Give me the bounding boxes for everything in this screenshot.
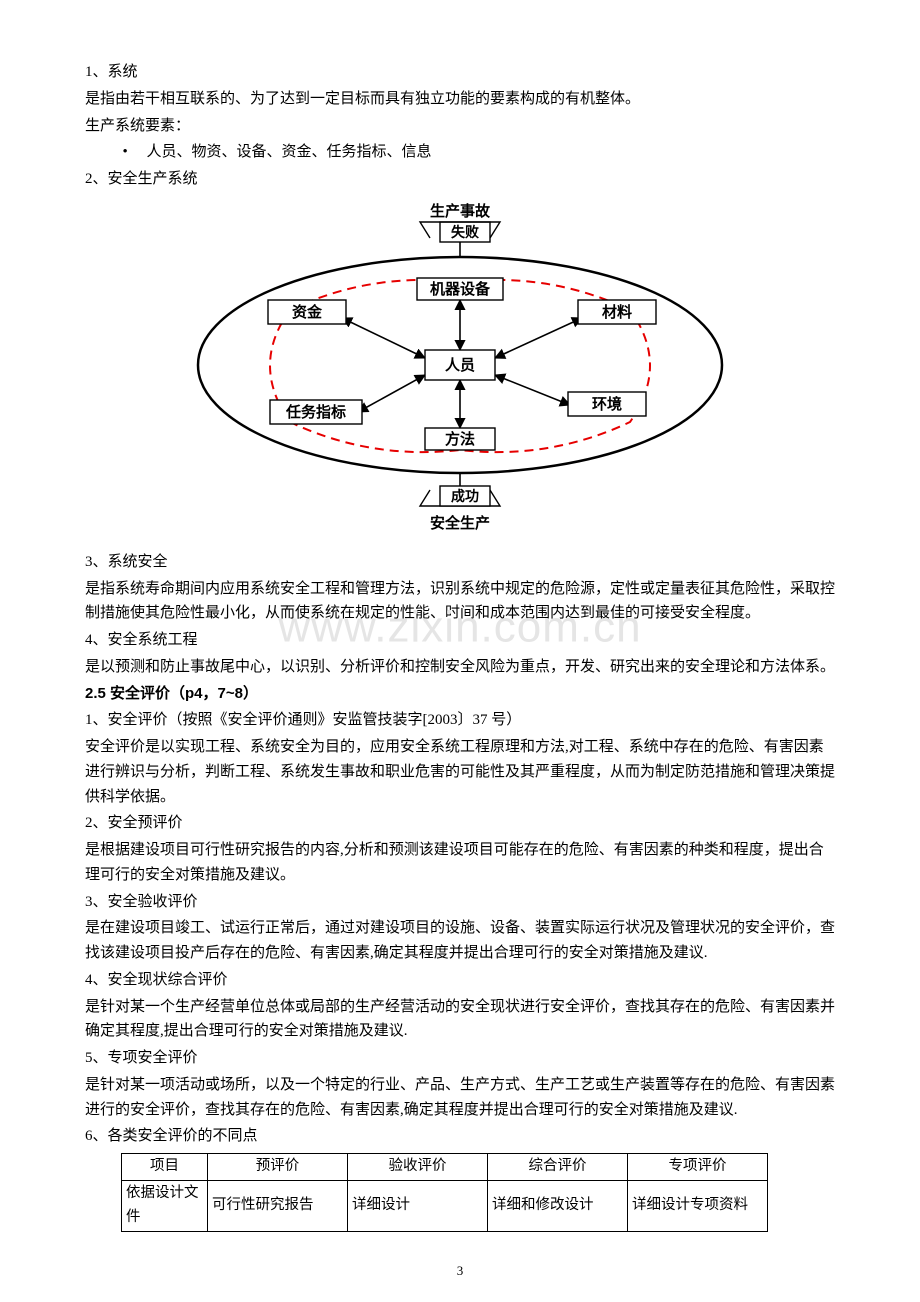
section-1-bullet: • 人员、物资、设备、资金、任务指标、信息 bbox=[85, 140, 835, 165]
table-cell: 详细设计专项资料 bbox=[628, 1180, 768, 1231]
section-1-def: 是指由若干相互联系的、为了达到一定目标而具有独立功能的要素构成的有机整体。 bbox=[85, 87, 835, 112]
diagram-bot-label: 安全生产 bbox=[430, 514, 490, 532]
section-1-heading: 1、系统 bbox=[85, 60, 835, 85]
p6-heading: 6、各类安全评价的不同点 bbox=[85, 1124, 835, 1149]
table-cell: 可行性研究报告 bbox=[208, 1180, 348, 1231]
table-cell: 依据设计文件 bbox=[122, 1180, 208, 1231]
node-person: 人员 bbox=[445, 357, 475, 374]
node-machine: 机器设备 bbox=[430, 280, 491, 298]
section-4-heading: 4、安全系统工程 bbox=[85, 628, 835, 653]
section-3-body: 是指系统寿命期间内应用系统安全工程和管理方法，识别系统中规定的危险源，定性或定量… bbox=[85, 577, 835, 627]
table-row: 依据设计文件 可行性研究报告 详细设计 详细和修改设计 详细设计专项资料 bbox=[122, 1180, 768, 1231]
section-4-body: 是以预测和防止事故尾中心，以识别、分析评价和控制安全风险为重点，开发、研究出来的… bbox=[85, 655, 835, 680]
table-cell: 专项评价 bbox=[628, 1154, 768, 1181]
table-cell: 详细设计 bbox=[348, 1180, 488, 1231]
p5-body: 是针对某一项活动或场所，以及一个特定的行业、产品、生产方式、生产工艺或生产装置等… bbox=[85, 1073, 835, 1123]
diagram-top-label: 生产事故 bbox=[430, 202, 491, 220]
section-1-sub: 生产系统要素： bbox=[85, 114, 835, 139]
table-cell: 预评价 bbox=[208, 1154, 348, 1181]
table-cell: 项目 bbox=[122, 1154, 208, 1181]
node-env: 环境 bbox=[592, 395, 622, 413]
node-fund: 资金 bbox=[292, 303, 323, 321]
p2-heading: 2、安全预评价 bbox=[85, 811, 835, 836]
evaluation-table: 项目 预评价 验收评价 综合评价 专项评价 依据设计文件 可行性研究报告 详细设… bbox=[121, 1153, 768, 1232]
p3-heading: 3、安全验收评价 bbox=[85, 890, 835, 915]
node-material: 材料 bbox=[602, 303, 632, 321]
section-3-heading: 3、系统安全 bbox=[85, 550, 835, 575]
node-method: 方法 bbox=[445, 430, 475, 448]
section-2-5-title: 2.5 安全评价（p4，7~8） bbox=[85, 682, 835, 707]
page-number: 3 bbox=[85, 1260, 835, 1281]
p4-body: 是针对某一个生产经营单位总体或局部的生产经营活动的安全现状进行安全评价，查找其存… bbox=[85, 995, 835, 1045]
p1-heading: 1、安全评价（按照《安全评价通则》安监管技装字[2003〕37 号） bbox=[85, 708, 835, 733]
p2-body: 是根据建设项目可行性研究报告的内容,分析和预测该建设项目可能存在的危险、有害因素… bbox=[85, 838, 835, 888]
table-cell: 验收评价 bbox=[348, 1154, 488, 1181]
p5-heading: 5、专项安全评价 bbox=[85, 1046, 835, 1071]
table-cell: 综合评价 bbox=[488, 1154, 628, 1181]
p4-heading: 4、安全现状综合评价 bbox=[85, 968, 835, 993]
section-2-heading: 2、安全生产系统 bbox=[85, 167, 835, 192]
table-cell: 详细和修改设计 bbox=[488, 1180, 628, 1231]
diagram-top-arrow-label: 失败 bbox=[451, 224, 480, 241]
p3-body: 是在建设项目竣工、试运行正常后，通过对建设项目的设施、设备、装置实际运行状况及管… bbox=[85, 916, 835, 966]
diagram-bot-arrow-label: 成功 bbox=[451, 488, 479, 505]
p1-body: 安全评价是以实现工程、系统安全为目的，应用安全系统工程原理和方法,对工程、系统中… bbox=[85, 735, 835, 809]
table-row: 项目 预评价 验收评价 综合评价 专项评价 bbox=[122, 1154, 768, 1181]
safety-system-diagram: 生产事故 失败 bbox=[170, 200, 750, 540]
node-task: 任务指标 bbox=[285, 403, 346, 421]
